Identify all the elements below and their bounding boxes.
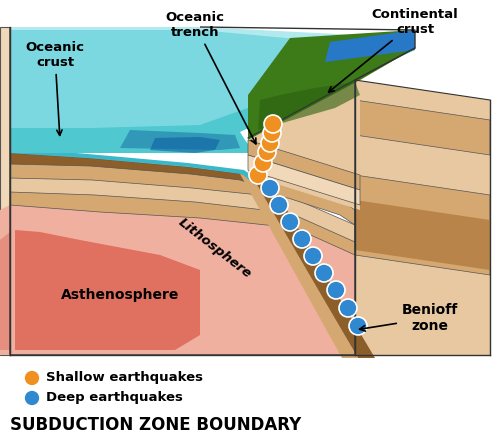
Polygon shape bbox=[355, 200, 490, 270]
Text: Continental
crust: Continental crust bbox=[328, 8, 458, 92]
Polygon shape bbox=[10, 27, 415, 128]
Text: Oceanic
trench: Oceanic trench bbox=[166, 11, 256, 144]
Polygon shape bbox=[10, 190, 355, 255]
Polygon shape bbox=[10, 120, 258, 185]
Text: Benioff
zone: Benioff zone bbox=[360, 303, 458, 333]
Circle shape bbox=[24, 390, 40, 406]
Text: Oceanic
crust: Oceanic crust bbox=[26, 41, 85, 135]
Circle shape bbox=[258, 143, 276, 161]
Text: SUBDUCTION ZONE BOUNDARY: SUBDUCTION ZONE BOUNDARY bbox=[10, 416, 301, 434]
Polygon shape bbox=[10, 30, 415, 153]
Circle shape bbox=[254, 154, 272, 172]
Circle shape bbox=[315, 264, 333, 282]
Text: Deep earthquakes: Deep earthquakes bbox=[46, 392, 183, 405]
Polygon shape bbox=[0, 27, 10, 355]
Polygon shape bbox=[258, 82, 360, 130]
Polygon shape bbox=[248, 140, 360, 190]
Polygon shape bbox=[15, 230, 200, 350]
Circle shape bbox=[281, 213, 299, 231]
Polygon shape bbox=[248, 30, 415, 140]
Circle shape bbox=[24, 370, 40, 386]
Polygon shape bbox=[248, 48, 415, 210]
Polygon shape bbox=[355, 100, 490, 155]
Circle shape bbox=[261, 179, 279, 197]
Circle shape bbox=[261, 134, 279, 152]
Circle shape bbox=[293, 230, 311, 248]
Circle shape bbox=[249, 166, 267, 184]
Circle shape bbox=[304, 247, 322, 265]
Polygon shape bbox=[10, 162, 355, 225]
Polygon shape bbox=[248, 155, 360, 205]
Polygon shape bbox=[355, 80, 490, 355]
Polygon shape bbox=[0, 205, 10, 355]
Polygon shape bbox=[325, 30, 415, 62]
Circle shape bbox=[339, 299, 357, 317]
Polygon shape bbox=[355, 175, 490, 275]
Text: Asthenosphere: Asthenosphere bbox=[61, 288, 179, 302]
Polygon shape bbox=[10, 175, 355, 242]
Circle shape bbox=[349, 317, 367, 335]
Polygon shape bbox=[10, 153, 258, 185]
Polygon shape bbox=[150, 137, 220, 153]
Polygon shape bbox=[250, 176, 375, 358]
Text: Shallow earthquakes: Shallow earthquakes bbox=[46, 371, 203, 385]
Circle shape bbox=[263, 124, 281, 142]
Circle shape bbox=[270, 196, 288, 214]
Polygon shape bbox=[120, 130, 240, 150]
Circle shape bbox=[264, 115, 282, 133]
Polygon shape bbox=[240, 174, 358, 358]
Polygon shape bbox=[0, 232, 10, 350]
Polygon shape bbox=[10, 200, 355, 355]
Circle shape bbox=[327, 281, 345, 299]
Text: Lithosphere: Lithosphere bbox=[176, 215, 254, 281]
